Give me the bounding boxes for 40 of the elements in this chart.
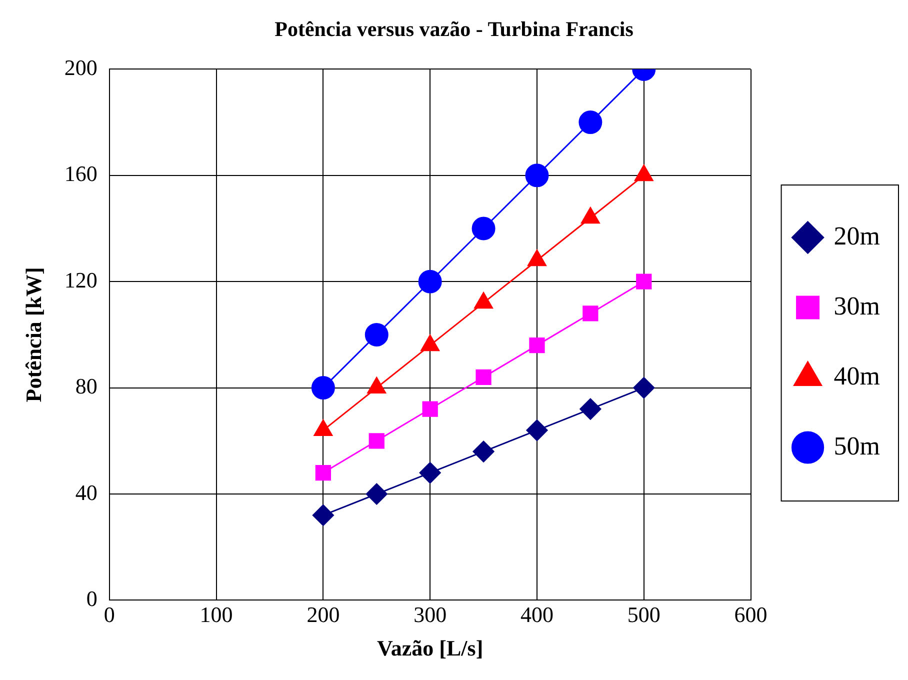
legend-label: 30m xyxy=(834,291,880,320)
point xyxy=(476,369,492,385)
point xyxy=(418,270,442,294)
point xyxy=(368,433,384,449)
y-tick-label: 0 xyxy=(86,586,98,611)
point xyxy=(525,164,549,188)
y-tick-label: 200 xyxy=(64,54,98,80)
point xyxy=(364,322,388,346)
point xyxy=(578,110,602,134)
y-tick-label: 40 xyxy=(75,480,98,505)
y-axis-title: Potência [kW] xyxy=(20,267,46,402)
point xyxy=(311,376,335,400)
point xyxy=(422,401,438,417)
x-tick-label: 0 xyxy=(104,602,115,628)
point xyxy=(419,462,441,484)
point xyxy=(366,483,388,505)
x-tick-label: 200 xyxy=(306,602,340,628)
chart-title: Potência versus vazão - Turbina Francis xyxy=(274,17,634,42)
x-tick-label: 100 xyxy=(200,602,233,628)
legend-label: 50m xyxy=(834,431,880,460)
point xyxy=(315,464,332,481)
point xyxy=(636,274,652,290)
legend-label: 20m xyxy=(834,221,880,250)
y-tick-label: 120 xyxy=(64,267,98,292)
point xyxy=(312,504,334,526)
point xyxy=(472,216,496,240)
legend-label: 40m xyxy=(834,361,880,390)
y-tick-label: 160 xyxy=(64,161,98,186)
x-tick-label: 600 xyxy=(734,602,768,628)
point xyxy=(580,398,602,420)
x-tick-label: 500 xyxy=(627,602,660,628)
point xyxy=(582,306,598,322)
x-tick-label: 300 xyxy=(414,602,447,628)
point xyxy=(529,338,545,354)
x-axis-title: Vazão [L/s] xyxy=(377,635,484,660)
point xyxy=(633,377,655,399)
point xyxy=(472,440,494,462)
x-tick-label: 400 xyxy=(520,602,554,628)
point xyxy=(526,420,548,442)
y-tick-label: 80 xyxy=(75,374,98,399)
